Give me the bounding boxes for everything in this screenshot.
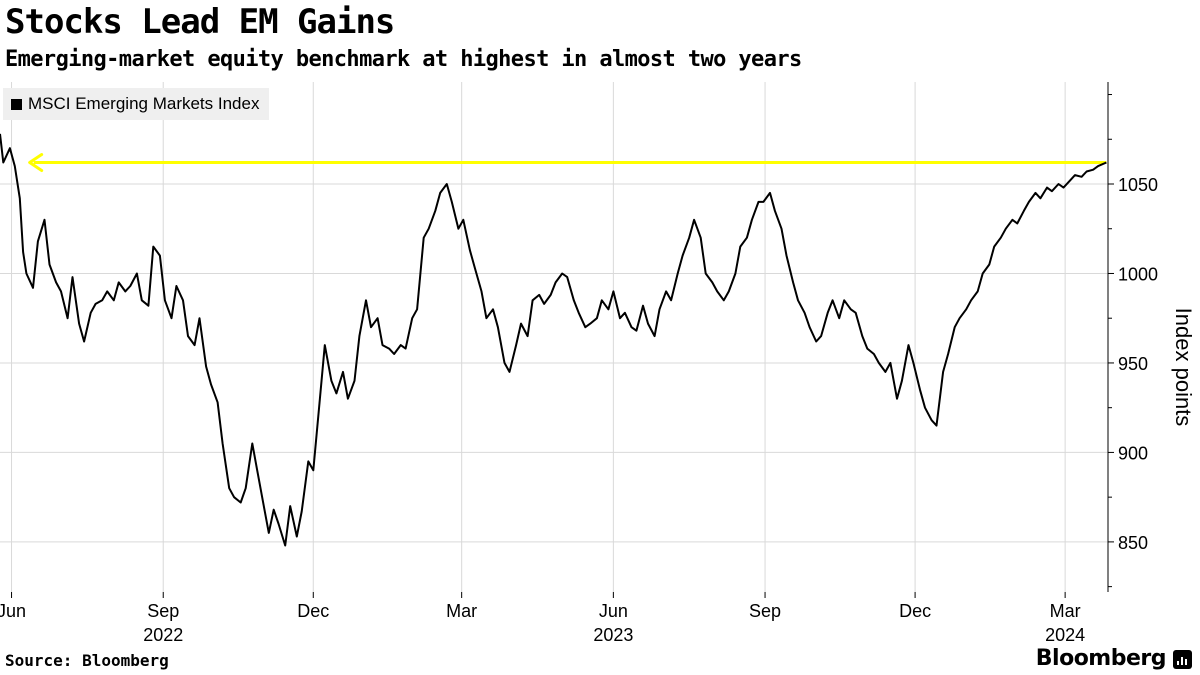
x-tick-label: Jun (599, 601, 628, 621)
chart-title: Stocks Lead EM Gains (5, 2, 395, 42)
x-tick-label: Jun (0, 601, 26, 621)
axes-layer: 850 900 950 1000 1050 Jun Sep Dec Mar Jun Sep Dec Ma… (0, 82, 1196, 645)
y-tick-label: 950 (1118, 354, 1148, 374)
bloomberg-terminal-icon (1173, 650, 1192, 669)
x-tick-label: Sep (147, 601, 179, 621)
x-year-label: 2024 (1045, 625, 1085, 645)
grid-layer (0, 82, 1108, 592)
legend-label: MSCI Emerging Markets Index (28, 94, 260, 113)
annotation-layer (28, 153, 1107, 173)
x-tick-label: Dec (899, 601, 931, 621)
chart-subtitle: Emerging-market equity benchmark at high… (5, 47, 802, 72)
legend: MSCI Emerging Markets Index (3, 88, 270, 120)
brand-logo-text: Bloomberg (1035, 646, 1167, 671)
y-axis-title: Index points (1171, 308, 1196, 427)
y-tick-label: 1000 (1118, 264, 1158, 284)
y-tick-label: 850 (1118, 533, 1148, 553)
x-tick-label: Mar (1050, 601, 1081, 621)
source-note: Source: Bloomberg (5, 651, 169, 670)
x-tick-label: Mar (446, 601, 477, 621)
annotation-arrow-head (28, 153, 44, 173)
series-layer (0, 133, 1107, 547)
x-tick-label: Dec (297, 601, 329, 621)
y-tick-label: 1050 (1118, 175, 1158, 195)
series-line-msci-em (0, 133, 1107, 547)
x-tick-label: Sep (749, 601, 781, 621)
x-year-label: 2023 (593, 625, 633, 645)
legend-swatch (11, 98, 22, 110)
y-tick-label: 900 (1118, 443, 1148, 463)
x-year-label: 2022 (143, 625, 183, 645)
